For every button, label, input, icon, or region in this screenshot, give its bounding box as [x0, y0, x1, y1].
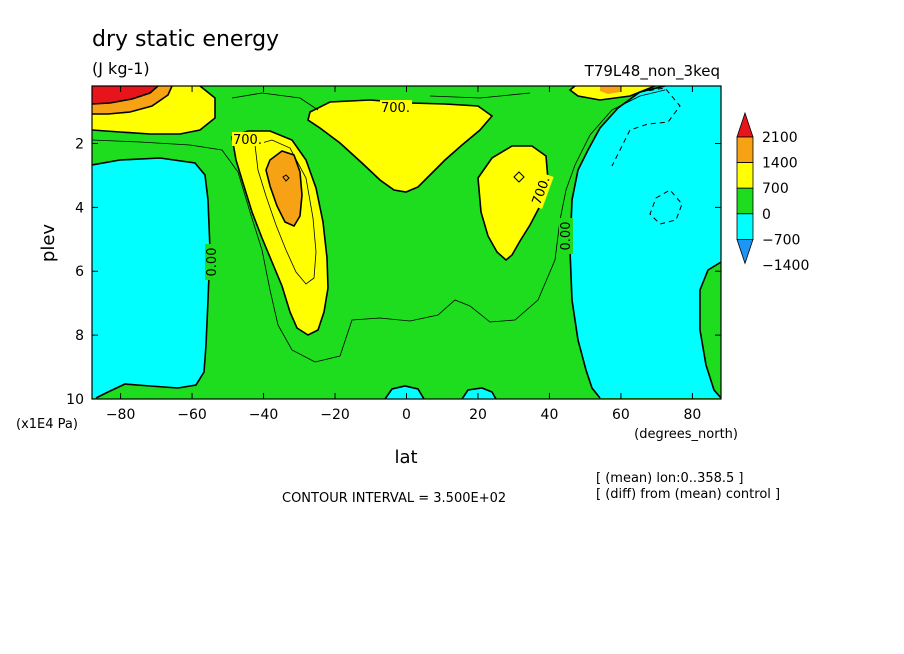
- fill-neg-south-polar: [92, 158, 210, 398]
- y-tick-label: 6: [75, 264, 84, 280]
- contour-line-neg-dash-1: [611, 87, 681, 167]
- x-tick-label: 80: [683, 407, 701, 423]
- x-axis-ticks: −80 −60 −40 −20 0 20 40 60 80: [106, 86, 701, 423]
- fill-green-north-corner: [700, 262, 721, 398]
- x-tick-label: −20: [320, 407, 350, 423]
- contour-line-700-mid: [307, 99, 494, 193]
- contour-line-neg-bottom-n20: [461, 387, 497, 399]
- contour-line-700-topleft: [92, 86, 216, 135]
- contour-label-700-south: 700.: [233, 133, 262, 148]
- x-tick-label: −80: [106, 407, 136, 423]
- fill-neg-north-polar: [570, 86, 721, 398]
- colorbar-label: 700: [762, 181, 789, 197]
- fill-upper-jet-south: [232, 131, 328, 335]
- colorbar-label: 0: [762, 207, 771, 223]
- y-tick-label: 4: [75, 200, 84, 216]
- colorbar-arrow-bottom: [736, 238, 754, 265]
- y-tick-label: 2: [75, 136, 84, 152]
- x-axis-title: lat: [394, 447, 417, 468]
- plot-area: 0.00 0.00 700. 700. 700. −80 −60 −40 −20 0 20…: [66, 85, 722, 423]
- y-tick-label: 8: [75, 328, 84, 344]
- x-tick-label: 20: [469, 407, 487, 423]
- note-diff-control: [ (diff) from (mean) control ]: [596, 487, 780, 502]
- contour-line-small-loop-1: [513, 171, 525, 183]
- contour-line-1400-topleft: [92, 86, 173, 115]
- y-tick-label: 10: [66, 392, 84, 408]
- colorbar-label: 2100: [762, 130, 798, 146]
- contour-label-zero-south: 0.00: [205, 248, 220, 277]
- contour-line-zero-north: [569, 86, 666, 399]
- colorbar-arrow-top: [736, 111, 754, 138]
- colorbar-label: −700: [762, 232, 800, 248]
- colorbar-swatch: [736, 213, 754, 240]
- fill-top-band-mid: [308, 100, 492, 192]
- contour-labels: 0.00 0.00 700. 700. 700.: [205, 100, 574, 280]
- x-tick-label: −40: [249, 407, 279, 423]
- x-tick-label: 0: [402, 407, 411, 423]
- y-axis-units: (x1E4 Pa): [16, 417, 78, 432]
- fill-neg-bottom-eq: [385, 386, 424, 399]
- contour-line-350-b: [231, 92, 319, 111]
- contour-line-neg-dash-2: [649, 189, 683, 225]
- contour-line-1400-south-jet: [265, 150, 303, 228]
- contour-line-700-topright: [568, 86, 656, 101]
- fill-orange-south-jet: [266, 151, 302, 226]
- note-mean-lon: [ (mean) lon:0..358.5 ]: [596, 471, 744, 486]
- colorbar: 2100 1400 700 0 −700 −1400: [736, 111, 809, 274]
- contour-line-2100-topleft: [92, 86, 159, 105]
- chart-title: dry static energy: [92, 27, 279, 52]
- contour-line-small-loop-2: [282, 174, 290, 182]
- colorbar-label: −1400: [762, 258, 809, 274]
- x-tick-label: 40: [541, 407, 559, 423]
- contour-line-700-south-jet: [231, 130, 329, 336]
- contour-line-neg-bottom-eq: [384, 385, 425, 399]
- colorbar-swatch: [736, 162, 754, 189]
- contour-line-350-d: [429, 92, 531, 99]
- x-tick-label: −60: [177, 407, 207, 423]
- colorbar-swatch: [736, 187, 754, 215]
- run-label: T79L48_non_3keq: [584, 62, 720, 81]
- contour-interval-text: CONTOUR INTERVAL = 3.500E+02: [282, 491, 506, 506]
- contour-label-700-mid: 700.: [381, 101, 410, 116]
- contour-fills: [92, 86, 721, 399]
- contour-line-350-c: [254, 139, 317, 285]
- fill-orange-topright-blob: [600, 86, 622, 94]
- colorbar-label: 1400: [762, 156, 798, 172]
- y-axis-title: plev: [38, 224, 59, 263]
- x-axis-units: (degrees_north): [634, 427, 738, 442]
- x-tick-label: 60: [612, 407, 630, 423]
- contour-lines: [92, 86, 721, 399]
- contour-label-zero-north: 0.00: [559, 222, 574, 251]
- contour-line-350-a: [92, 89, 666, 363]
- colorbar-swatch: [736, 136, 754, 164]
- contour-line-700-north-jet: [477, 145, 549, 262]
- y-axis-ticks: 2 4 6 8 10: [66, 136, 721, 408]
- fill-upper-jet-north: [478, 146, 548, 260]
- fill-red-topleft: [92, 86, 158, 104]
- contour-line-zero-corner: [699, 261, 721, 399]
- contour-line-zero-south: [92, 157, 211, 399]
- chart-units: (J kg-1): [92, 59, 150, 78]
